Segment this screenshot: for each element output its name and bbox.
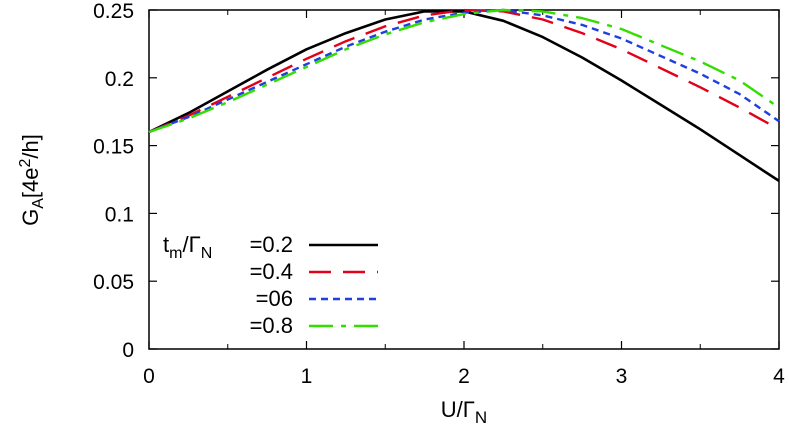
- legend-label-series-4: =0.8: [250, 313, 293, 338]
- y-tick-label: 0: [122, 339, 134, 362]
- legend-label-series-3: =06: [256, 286, 293, 311]
- y-tick-label: 0.25: [93, 0, 134, 23]
- x-tick-label: 3: [616, 365, 628, 388]
- series-lines: [148, 8, 780, 182]
- y-tick-label: 0.2: [105, 68, 134, 91]
- y-tick-label: 0.1: [105, 203, 134, 226]
- axis-ticks: 0 1 2 3 4 0 0.05 0.1 0.15 0.2 0.25: [93, 0, 785, 388]
- series-line-4: [148, 8, 780, 134]
- plot-frame: [148, 9, 780, 350]
- y-tick-label: 0.05: [93, 271, 134, 294]
- x-tick-label: 2: [458, 365, 470, 388]
- legend-swatches: [309, 243, 378, 328]
- legend-label-series-2: =0.4: [250, 259, 293, 284]
- plot-border: [148, 9, 780, 350]
- series-line-3: [148, 8, 780, 134]
- series-line-2: [148, 8, 780, 134]
- legend-prefix: tm/ΓN: [163, 232, 212, 262]
- y-tick-label: 0.15: [93, 136, 134, 159]
- x-tick-label: 0: [143, 365, 155, 388]
- legend-label-series-1: =0.2: [250, 232, 293, 257]
- x-tick-label: 1: [301, 365, 313, 388]
- legend: tm/ΓN =0.2 =0.4 =06 =0.8: [163, 232, 378, 338]
- x-tick-label: 4: [773, 365, 785, 388]
- series-line-1: [148, 10, 780, 182]
- y-axis-title: GA[4e2/h]: [17, 134, 47, 226]
- x-axis-title: U/ΓN: [441, 397, 487, 427]
